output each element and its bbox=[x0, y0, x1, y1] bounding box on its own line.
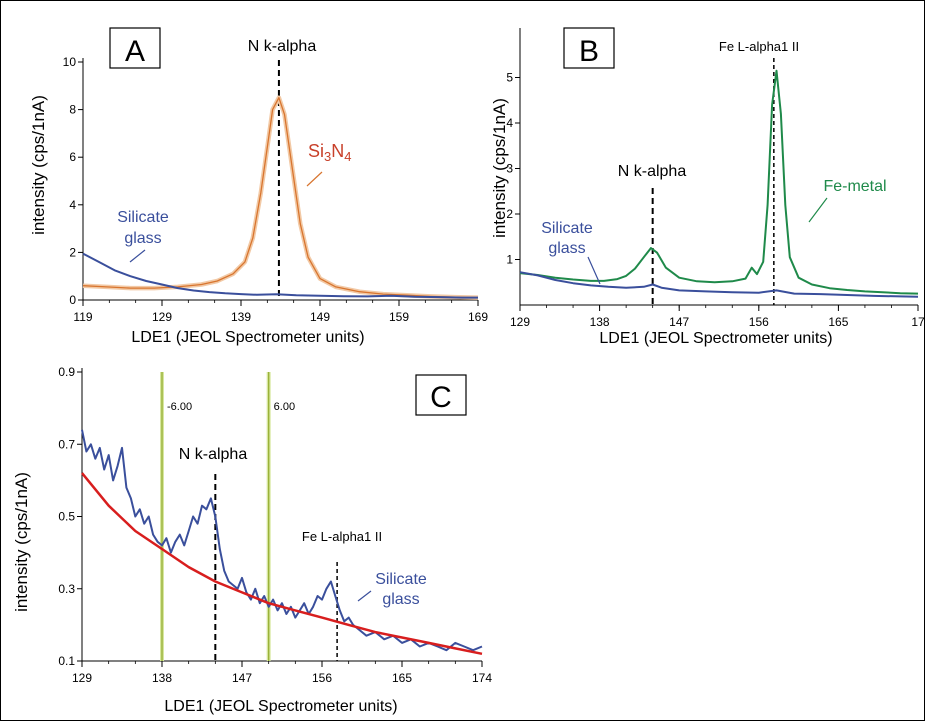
panel-b-annot-nkalpha: N k-alpha bbox=[618, 163, 687, 180]
panel-c-x-tick-label: 129 bbox=[72, 671, 92, 685]
panel-c-y-tick-label: 0.9 bbox=[58, 365, 75, 379]
panel-c-x-tick-label: 165 bbox=[392, 671, 412, 685]
panel-a-x-tick-label: 129 bbox=[152, 310, 172, 324]
panel-b-y-tick-label: 4 bbox=[506, 116, 513, 130]
panel-c-annot-nkalpha: N k-alpha bbox=[179, 446, 248, 463]
panel-c-label: C bbox=[430, 381, 452, 414]
panel-a-silicate-pointer bbox=[129, 249, 146, 263]
panel-b-label: B bbox=[579, 35, 599, 68]
panel-a-label-box bbox=[109, 27, 161, 69]
panel-b-plot: 129 138 147 156 165 17 1 2 3 4 5 bbox=[506, 28, 925, 329]
panel-b-x-tick-label: 165 bbox=[828, 315, 848, 329]
panel-c-y-tick-label: 0.5 bbox=[58, 510, 75, 524]
panel-c-silicate-pointer bbox=[357, 590, 372, 602]
panel-c-annot-silicate-2: glass bbox=[382, 591, 419, 608]
panel-a-series-si3n4 bbox=[82, 97, 479, 299]
panel-a-y-tick-label: 2 bbox=[69, 245, 76, 259]
panel-b-series-silicate-glass bbox=[519, 271, 919, 298]
panel-a-annot-silicate-1: Silicate bbox=[117, 209, 169, 226]
panel-b-y-tick-label: 5 bbox=[506, 71, 513, 85]
panel-b-annot-silicate-1: Silicate bbox=[541, 220, 593, 237]
panel-c-x-tick-label: 147 bbox=[232, 671, 252, 685]
panel-b-x-tick-label: 156 bbox=[749, 315, 769, 329]
panel-a-annot-silicate-2: glass bbox=[124, 230, 161, 247]
panel-b-series-fe-metal bbox=[519, 69, 919, 295]
panel-c-xlabel: LDE1 (JEOL Spectrometer units) bbox=[164, 698, 397, 715]
panel-b-annot-silicate-2: glass bbox=[548, 240, 585, 257]
panel-a-y-tick-label: 0 bbox=[69, 293, 76, 307]
panel-a-y-tick-label: 4 bbox=[69, 198, 76, 212]
panel-c-label-box bbox=[415, 374, 467, 416]
panel-c-x-tick-label: 138 bbox=[152, 671, 172, 685]
panel-a-label: A bbox=[125, 35, 145, 68]
panel-c-series-silicate-glass bbox=[81, 429, 483, 652]
panel-c-x-tick-label: 156 bbox=[312, 671, 332, 685]
panel-c-series-background-fit bbox=[81, 472, 483, 656]
panel-a-y-tick-label: 10 bbox=[63, 55, 77, 69]
panel-b-y-tick-label: 1 bbox=[506, 253, 513, 267]
panel-a-si3n4-pointer bbox=[306, 171, 323, 187]
panel-c-y-tick-label: 0.3 bbox=[58, 582, 75, 596]
panel-a-xlabel: LDE1 (JEOL Spectrometer units) bbox=[131, 329, 364, 346]
panel-a-annot-nkalpha: N k-alpha bbox=[248, 38, 317, 55]
panel-a-ylabel: intensity (cps/1nA) bbox=[29, 95, 48, 235]
panel-a: 119 129 139 149 159 169 0 2 4 6 8 10 A N k-alpha Si… bbox=[29, 27, 489, 346]
panel-b-annot-fe-lalpha: Fe L-alpha1 II bbox=[719, 39, 799, 54]
panel-b-x-tick-label: 147 bbox=[669, 315, 689, 329]
panel-b-x-tick-label: 17 bbox=[911, 315, 925, 329]
panel-a-series-si3n4-halo bbox=[82, 95, 479, 300]
panel-c-plot: 129 138 147 156 165 174 0.1 0.3 0.5 0.7 0.9 -6.00 6.… bbox=[58, 365, 492, 685]
panel-a-series-silicate-glass bbox=[82, 252, 478, 299]
panel-c-y-tick-label: 0.7 bbox=[58, 437, 75, 451]
panel-a-x-tick-label: 159 bbox=[389, 310, 409, 324]
panel-b-label-box bbox=[563, 27, 615, 69]
panel-b-y-tick-label: 2 bbox=[506, 207, 513, 221]
panel-a-x-tick-label: 119 bbox=[73, 310, 92, 324]
panel-b-ylabel: intensity (cps/1nA) bbox=[490, 98, 509, 238]
panel-b-femetal-pointer bbox=[808, 197, 828, 223]
panel-a-x-tick-label: 169 bbox=[468, 310, 488, 324]
panel-c-y-tick-label: 0.1 bbox=[58, 654, 75, 668]
panel-c-ylabel: intensity (cps/1nA) bbox=[12, 472, 31, 612]
panel-a-x-tick-label: 149 bbox=[310, 310, 330, 324]
panel-b-x-tick-label: 129 bbox=[510, 315, 530, 329]
panel-a-annot-si3n4: Si3N4 bbox=[308, 141, 351, 164]
panel-a-y-tick-label: 6 bbox=[69, 150, 76, 164]
panel-c-range-label: -6.00 bbox=[167, 401, 192, 413]
panel-a-y-tick-label: 8 bbox=[69, 103, 76, 117]
panel-c-annot-fe-lalpha: Fe L-alpha1 II bbox=[302, 529, 382, 544]
panel-c: 129 138 147 156 165 174 0.1 0.3 0.5 0.7 0.9 -6.00 6.… bbox=[12, 365, 492, 715]
panel-a-x-tick-label: 139 bbox=[231, 310, 251, 324]
panel-a-plot: 119 129 139 149 159 169 0 2 4 6 8 10 bbox=[63, 55, 489, 324]
panel-c-range-label: 6.00 bbox=[274, 401, 295, 413]
panel-c-x-tick-label: 174 bbox=[472, 671, 492, 685]
panel-b-y-tick-label: 3 bbox=[506, 162, 513, 176]
panel-b-xlabel: LDE1 (JEOL Spectrometer units) bbox=[599, 330, 832, 347]
panel-b-annot-femetal: Fe-metal bbox=[823, 178, 886, 195]
panel-b-silicate-pointer bbox=[587, 256, 601, 285]
panel-b-x-tick-label: 138 bbox=[590, 315, 610, 329]
panel-c-annot-silicate-1: Silicate bbox=[375, 571, 427, 588]
